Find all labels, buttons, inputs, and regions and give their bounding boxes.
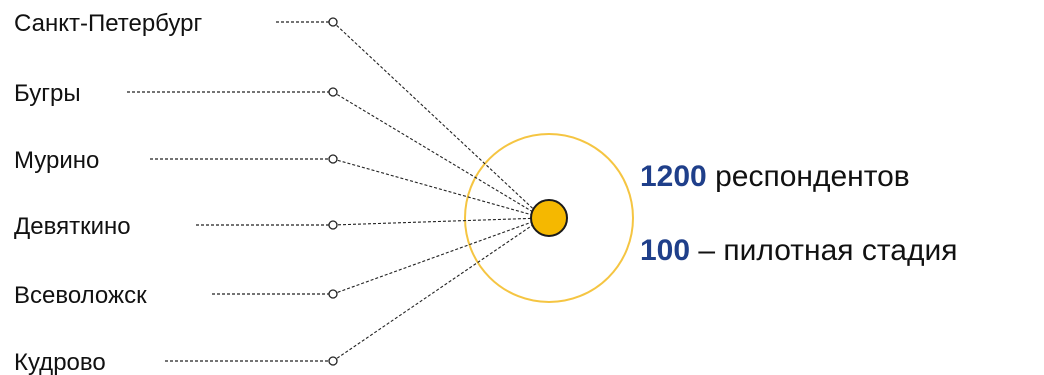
hub-link xyxy=(332,217,544,226)
location-node xyxy=(328,356,338,366)
location-node xyxy=(328,154,338,164)
hub-link xyxy=(332,217,544,295)
location-label: Всеволожск xyxy=(14,282,147,309)
catchment-ring xyxy=(464,133,634,303)
hub-link xyxy=(332,217,544,362)
respondents-stat: 1200 респондентов xyxy=(640,162,910,192)
hub-link xyxy=(332,91,544,219)
respondents-number: 1200 xyxy=(640,160,707,193)
pilot-stat: 100 – пилотная стадия xyxy=(640,236,957,266)
location-label: Мурино xyxy=(14,147,99,174)
pilot-text: – пилотная стадия xyxy=(690,234,958,267)
location-label: Кудрово xyxy=(14,349,106,375)
pilot-number: 100 xyxy=(640,234,691,267)
location-node xyxy=(328,289,338,299)
hub-link xyxy=(332,158,544,219)
location-node xyxy=(328,220,338,230)
hub-circle xyxy=(530,199,568,237)
location-label: Бугры xyxy=(14,80,81,107)
hub-link xyxy=(332,21,544,219)
respondents-text: респондентов xyxy=(706,160,910,193)
location-node xyxy=(328,17,338,27)
location-label: Девяткино xyxy=(14,213,131,240)
location-label: Санкт-Петербург xyxy=(14,10,202,37)
location-node xyxy=(328,87,338,97)
